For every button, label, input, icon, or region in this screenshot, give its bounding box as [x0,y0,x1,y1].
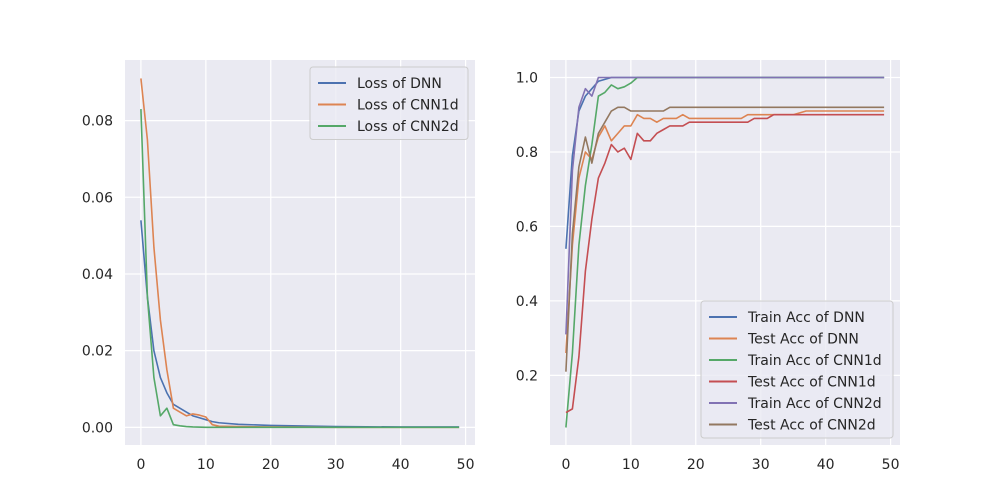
accuracy-legend-label: Train Acc of CNN1d [747,353,882,369]
accuracy-y-tick-label: 0.6 [516,219,538,235]
loss-legend-box [309,66,469,140]
loss-legend-label: Loss of CNN2d [357,119,459,135]
accuracy-series-line-4 [565,113,885,414]
accuracy-y-tick-label: 0.8 [516,145,538,161]
loss-legend-label: Loss of DNN [357,76,442,92]
accuracy-legend-label: Test Acc of DNN [747,332,859,348]
loss-x-tick-label: 0 [136,457,145,473]
loss-legend: Loss of DNN Loss of CNN1d Loss of CNN2d [309,66,469,140]
accuracy-y-tick-label: 0.4 [516,294,538,310]
accuracy-y-tick-label: 0.2 [516,368,538,384]
accuracy-chart-panel: 0 10 20 30 40 50 0.2 0.4 0.6 0.8 1.0 Train Acc of D… [516,60,900,473]
accuracy-legend-label: Train Acc of CNN2d [747,396,882,412]
loss-legend-label: Loss of CNN1d [357,98,459,114]
accuracy-x-tick-label: 50 [882,457,900,473]
accuracy-x-tick-label: 10 [622,457,640,473]
accuracy-x-tick-label: 30 [752,457,770,473]
loss-y-tick-label: 0.08 [82,114,113,130]
accuracy-legend: Train Acc of DNN Test Acc of DNN Train Acc… [700,300,894,439]
accuracy-legend-label: Test Acc of CNN2d [747,418,876,434]
loss-x-tick-label: 20 [262,457,280,473]
accuracy-legend-label: Train Acc of DNN [747,310,865,326]
loss-x-tick-label: 10 [197,457,215,473]
accuracy-series-line-6 [565,106,885,372]
loss-series-line-1 [140,220,460,428]
accuracy-x-tick-label: 20 [687,457,705,473]
loss-y-tick-label: 0.04 [82,267,113,283]
loss-y-tick-label: 0.06 [82,190,113,206]
loss-x-tick-label: 30 [327,457,345,473]
loss-series-line-3 [140,109,460,429]
loss-y-tick-label: 0.00 [82,420,113,436]
accuracy-y-tick-label: 1.0 [516,71,538,87]
loss-y-tick-label: 0.02 [82,344,113,360]
loss-x-tick-label: 40 [392,457,410,473]
accuracy-legend-box [700,300,894,439]
loss-chart-panel: 0 10 20 30 40 50 0.00 0.02 0.04 0.06 0.08 Loss of D… [82,60,475,473]
accuracy-x-tick-label: 40 [817,457,835,473]
accuracy-x-tick-label: 0 [561,457,570,473]
accuracy-series-line-5 [565,76,885,335]
loss-x-tick-label: 50 [457,457,475,473]
accuracy-legend-label: Test Acc of CNN1d [747,375,876,391]
